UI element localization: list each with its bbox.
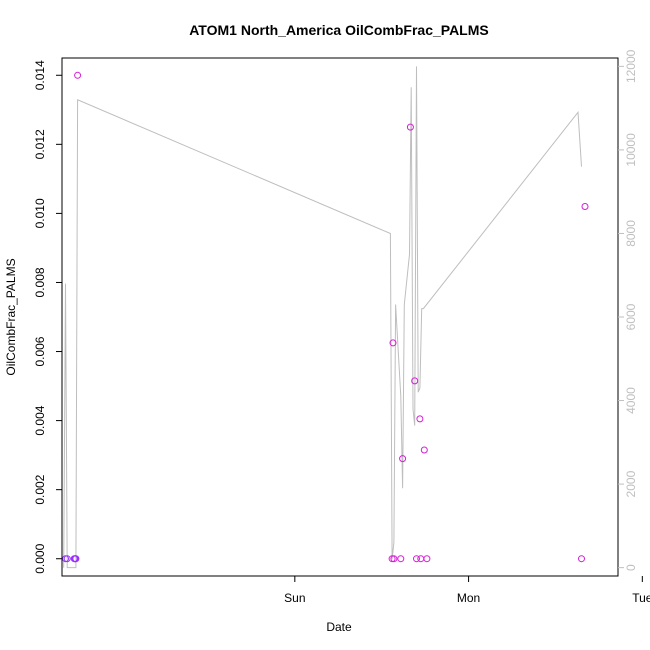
data-point (416, 415, 424, 423)
plot-frame (61, 57, 619, 577)
y2-tick-label: 10000 (624, 133, 638, 167)
y2-tick-label: 8000 (624, 220, 638, 247)
data-point (406, 123, 414, 131)
y-tick-label: 0.006 (33, 336, 47, 366)
chart-marks (62, 66, 589, 569)
data-point (74, 71, 82, 79)
data-point (399, 455, 407, 463)
y-tick-label: 0.004 (33, 405, 47, 435)
y-tick-label: 0.010 (33, 198, 47, 228)
y-tick-label: 0.000 (33, 543, 47, 573)
data-point (578, 555, 585, 563)
data-point (413, 555, 420, 563)
data-point (389, 339, 397, 347)
chart-title: ATOM1 North_America OilCombFrac_PALMS (189, 22, 489, 38)
y-axis-label: OilCombFrac_PALMS (4, 258, 18, 375)
x-tick-label: Tue (632, 591, 650, 605)
x-tick-label: Mon (457, 591, 480, 605)
x-tick-label: Sun (284, 591, 305, 605)
y-tick-label: 0.008 (33, 267, 47, 297)
y2-tick-label: 2000 (624, 470, 638, 497)
data-point (390, 555, 398, 563)
data-point (397, 555, 405, 563)
y2-tick-label: 4000 (624, 387, 638, 414)
data-point (417, 555, 425, 563)
x-axis: Sun Mon Tue (284, 576, 650, 605)
y-tick-label: 0.012 (33, 129, 47, 159)
data-point (411, 377, 419, 385)
data-point (420, 446, 428, 454)
data-point (63, 555, 71, 563)
y2-tick-label: 6000 (624, 303, 638, 330)
data-point (72, 555, 80, 563)
y-axis-right: 0 2000 4000 6000 8000 10000 12000 (618, 49, 638, 571)
x-axis-label: Date (326, 620, 352, 634)
y-tick-label: 0.014 (33, 60, 47, 90)
series-line (63, 66, 582, 569)
y2-tick-label: 0 (624, 564, 638, 571)
y2-tick-label: 12000 (624, 49, 638, 83)
data-point (423, 555, 431, 563)
y-axis-left: 0.000 0.002 0.004 0.006 0.008 0.010 0.012 0.014 (33, 60, 62, 574)
data-point (581, 203, 589, 210)
y-tick-label: 0.002 (33, 474, 47, 504)
